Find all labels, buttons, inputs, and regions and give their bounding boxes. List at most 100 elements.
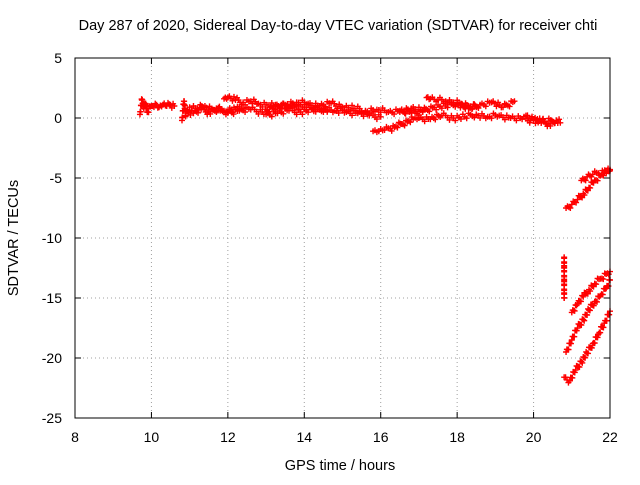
data-point: [585, 350, 592, 357]
series-arc-f: [263, 103, 384, 123]
data-point: [569, 374, 576, 381]
data-point: [597, 329, 604, 336]
data-point: [457, 116, 464, 122]
x-tick-label: 8: [71, 429, 79, 445]
data-point: [452, 101, 459, 108]
data-point: [574, 325, 581, 331]
data-point: [381, 127, 388, 133]
data-point: [446, 116, 453, 123]
data-point: [299, 111, 306, 118]
axis-ticks: 8 10 12 14 16 18 20 22 -25 -20 -15 -10 -5 0 5: [42, 50, 618, 445]
data-point: [391, 111, 398, 118]
series-arc-m: [578, 165, 613, 184]
data-point: [373, 116, 380, 123]
data-point: [580, 293, 587, 300]
data-point: [571, 307, 578, 314]
data-point: [152, 100, 159, 107]
data-point: [547, 122, 554, 129]
data-point: [433, 106, 440, 113]
series-arc-c: [182, 103, 235, 118]
data-point: [426, 108, 433, 115]
data-point: [590, 302, 597, 309]
y-tick-label: 0: [54, 110, 62, 126]
x-tick-label: 16: [373, 429, 389, 445]
data-point: [255, 110, 262, 117]
data-point: [268, 113, 275, 120]
data-point: [414, 108, 421, 115]
data-point: [471, 114, 478, 121]
y-tick-label: -15: [42, 290, 62, 306]
data-point: [567, 205, 574, 211]
data-point: [587, 184, 594, 191]
data-point: [482, 103, 489, 110]
data-point: [187, 111, 194, 118]
data-point: [572, 367, 579, 373]
series-arc-o: [568, 268, 613, 316]
data-point: [207, 110, 214, 117]
data-point: [493, 103, 500, 110]
data-point: [594, 177, 601, 184]
data-point: [606, 311, 613, 318]
series-arc-i: [423, 94, 480, 112]
data-point: [584, 312, 591, 318]
x-axis-label: GPS time / hours: [285, 458, 395, 474]
series-arc-g: [370, 114, 422, 136]
data-point: [360, 113, 367, 120]
series-arc-p: [563, 276, 613, 355]
data-point: [195, 109, 202, 116]
data-point: [421, 118, 428, 125]
x-tick-label: 18: [449, 429, 465, 445]
data-point: [536, 115, 543, 122]
data-point: [444, 101, 451, 108]
data-point: [377, 113, 384, 120]
data-point: [297, 101, 304, 108]
y-tick-label: -5: [50, 170, 63, 186]
data-point: [407, 119, 414, 126]
data-point: [293, 111, 300, 118]
data-point: [179, 114, 186, 121]
data-point: [561, 295, 568, 301]
data-point: [452, 117, 459, 124]
data-point: [581, 192, 588, 199]
y-axis-label: SDTVAR / TECUs: [6, 180, 22, 296]
data-point: [567, 340, 574, 347]
data-point: [511, 98, 518, 105]
data-point: [242, 109, 249, 115]
data-point: [310, 108, 317, 115]
data-point: [477, 114, 484, 121]
x-tick-label: 20: [526, 429, 542, 445]
data-point: [603, 317, 610, 324]
data-point: [513, 117, 520, 124]
data-point: [597, 172, 604, 179]
data-point: [305, 109, 312, 116]
data-point: [230, 111, 237, 118]
data-point: [581, 317, 588, 324]
data-points: [136, 93, 613, 386]
data-point: [500, 104, 506, 111]
data-point: [506, 103, 513, 110]
x-tick-label: 14: [296, 429, 312, 445]
data-point: [401, 122, 408, 129]
data-point: [488, 115, 495, 122]
data-point: [589, 171, 596, 178]
data-point: [600, 276, 607, 283]
data-point: [593, 281, 600, 288]
data-point: [586, 307, 593, 314]
chart-title: Day 287 of 2020, Sidereal Day-to-day VTE…: [79, 18, 598, 34]
data-point: [591, 340, 598, 347]
series-arc-k: [522, 112, 564, 130]
data-point: [574, 196, 581, 203]
data-point: [594, 298, 601, 305]
data-point: [557, 119, 564, 126]
data-point: [473, 104, 480, 111]
y-tick-label: -10: [42, 230, 62, 246]
data-point: [438, 105, 445, 112]
series-arc-n: [561, 254, 568, 301]
data-point: [556, 116, 563, 123]
data-point: [469, 105, 476, 112]
y-tick-label: -25: [42, 410, 62, 426]
y-tick-label: 5: [54, 50, 62, 66]
data-point: [588, 344, 595, 351]
